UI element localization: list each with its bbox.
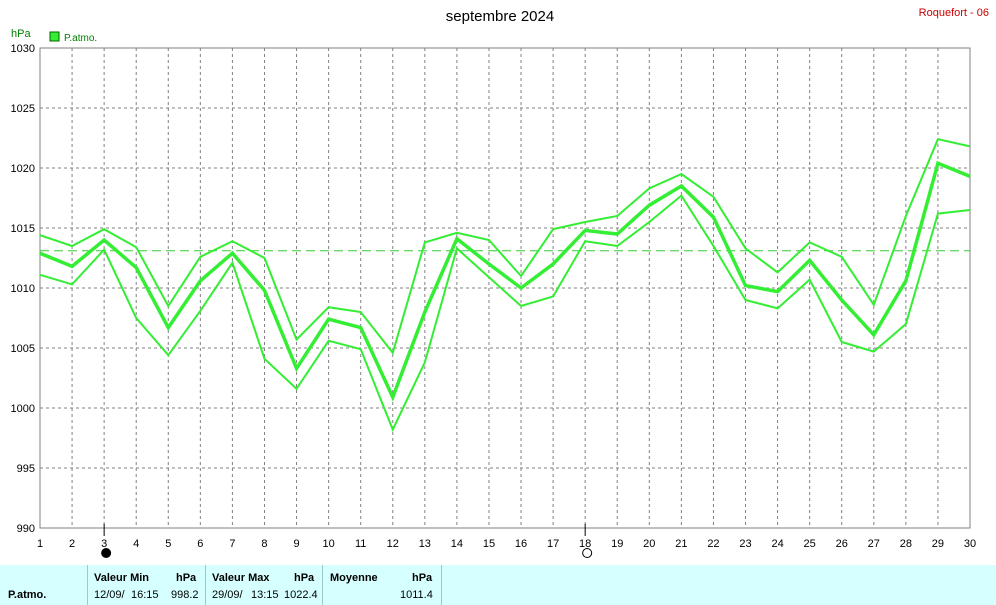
series-lines: [39, 138, 971, 433]
x-tick-label: 4: [133, 538, 139, 550]
x-tick-label: 18: [579, 538, 591, 550]
x-tick-label: 10: [322, 538, 334, 550]
moon-full-icon: [582, 548, 593, 558]
x-tick-label: 19: [611, 538, 623, 550]
x-tick-label: 11: [355, 538, 366, 550]
stats-panel: P.atmo. Valeur Min hPa 12/09/ 16:15 998.…: [0, 565, 996, 605]
series-line-min: [39, 194, 971, 433]
x-tick-label: 27: [868, 538, 880, 550]
avg-header: Moyenne: [330, 572, 378, 584]
x-tick-label: 17: [547, 538, 559, 550]
x-tick-label: 8: [261, 538, 267, 550]
legend-label: P.atmo.: [64, 33, 97, 44]
x-tick-label: 23: [739, 538, 751, 550]
min-unit: hPa: [176, 572, 197, 584]
x-axis: 1 2 3 4 5 6 7 8 9 10 11 12 13 14 15 16 17 18 19 20 21 22 23 24 2…: [37, 538, 976, 550]
x-tick-label: 20: [643, 538, 655, 550]
avg-unit: hPa: [412, 572, 433, 584]
x-tick-label: 3: [101, 538, 107, 550]
min-value: 998.2: [171, 589, 199, 601]
station-name: Roquefort - 06: [919, 7, 989, 19]
y-tick-label: 990: [17, 523, 35, 535]
y-axis-unit: hPa: [11, 28, 31, 40]
x-tick-label: 6: [197, 538, 203, 550]
chart-title: septembre 2024: [446, 8, 554, 25]
min-date: 12/09/: [94, 589, 125, 601]
y-tick-label: 995: [17, 463, 35, 475]
x-tick-label: 30: [964, 538, 976, 550]
moon-phases: [101, 524, 593, 558]
y-tick-label: 1010: [11, 283, 35, 295]
x-tick-label: 13: [419, 538, 431, 550]
min-time: 16:15: [131, 589, 159, 601]
min-header: Valeur Min: [94, 572, 150, 584]
y-axis: 990 995 1000 1005 1010 1015 1020 1025 1030: [11, 43, 35, 535]
x-tick-label: 2: [69, 538, 75, 550]
y-tick-label: 1030: [11, 43, 35, 55]
max-unit: hPa: [294, 572, 315, 584]
x-tick-label: 29: [932, 538, 944, 550]
max-time: 13:15: [251, 589, 279, 601]
y-tick-label: 1020: [11, 163, 35, 175]
series-line-max: [39, 138, 971, 355]
series-line-mean: [39, 160, 971, 402]
avg-value: 1011.4: [400, 589, 433, 601]
x-tick-label: 15: [483, 538, 495, 550]
moon-new-icon: [101, 548, 112, 558]
y-tick-label: 1005: [11, 343, 35, 355]
grid: [40, 48, 970, 528]
legend-swatch: [49, 31, 60, 42]
pressure-chart: septembre 2024 Roquefort - 06 hPa P.atmo…: [11, 7, 989, 558]
x-tick-label: 22: [707, 538, 719, 550]
x-tick-label: 25: [804, 538, 816, 550]
x-tick-label: 16: [515, 538, 527, 550]
x-tick-label: 26: [836, 538, 848, 550]
max-header: Valeur Max: [212, 572, 270, 584]
x-tick-label: 5: [165, 538, 171, 550]
x-tick-label: 28: [900, 538, 912, 550]
y-tick-label: 1025: [11, 103, 35, 115]
x-tick-label: 12: [387, 538, 399, 550]
max-date: 29/09/: [212, 589, 243, 601]
x-tick-label: 1: [37, 538, 43, 550]
x-tick-label: 9: [293, 538, 299, 550]
stats-row-label: P.atmo.: [8, 589, 47, 601]
x-tick-label: 21: [675, 538, 687, 550]
x-tick-label: 7: [229, 538, 235, 550]
max-value: 1022.4: [284, 589, 318, 601]
y-tick-label: 1015: [11, 223, 35, 235]
x-tick-label: 24: [771, 538, 783, 550]
y-tick-label: 1000: [11, 403, 35, 415]
x-tick-label: 14: [451, 538, 463, 550]
